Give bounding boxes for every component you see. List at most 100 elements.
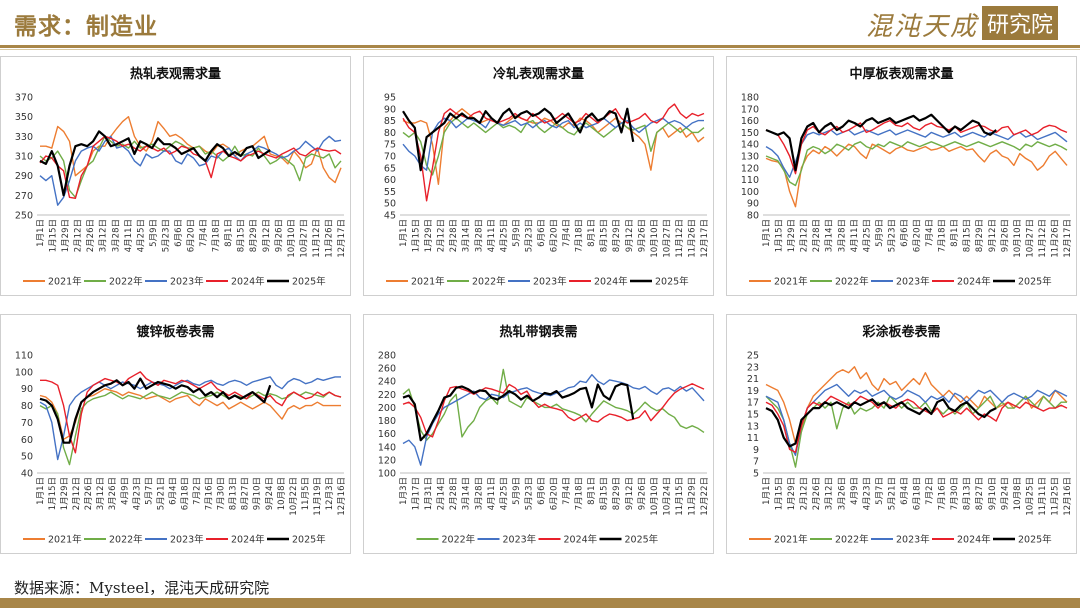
x-tick-label: 2月14日 (437, 477, 447, 510)
x-tick-label: 8月13日 (229, 477, 239, 510)
brand-suffix: 研究院 (981, 6, 1058, 40)
x-tick-label: 5月9日 (512, 219, 522, 247)
x-tick-label: 7月16日 (938, 477, 948, 510)
x-tick-label: 1月17日 (412, 477, 422, 510)
x-tick-label: 11月26日 (687, 219, 697, 258)
y-tick-label: 55 (384, 187, 396, 198)
x-tick-label: 11月26日 (324, 219, 334, 258)
y-tick-label: 7 (753, 457, 759, 468)
y-tick-label: 9 (753, 445, 759, 456)
series-line-2025年 (402, 382, 635, 442)
y-tick-label: 90 (21, 384, 33, 395)
x-tick-label: 1月1日 (36, 477, 46, 505)
series-line-2022年 (39, 135, 342, 199)
x-tick-label: 9月10日 (988, 477, 998, 510)
legend-label: 2023年 (533, 276, 567, 288)
y-tick-label: 140 (378, 442, 396, 453)
y-tick-label: 280 (378, 351, 396, 362)
x-tick-label: 3月14日 (825, 219, 835, 252)
y-tick-label: 120 (378, 455, 396, 466)
x-tick-label: 1月15日 (775, 219, 785, 252)
y-tick-label: 100 (741, 187, 759, 198)
y-tick-label: 310 (15, 152, 33, 163)
x-tick-label: 12月16日 (1063, 477, 1073, 516)
x-tick-label: 10月10日 (1013, 219, 1023, 258)
x-tick-label: 11月25日 (1050, 477, 1060, 516)
x-tick-label: 6月4日 (900, 477, 910, 505)
x-tick-label: 1月1日 (36, 219, 46, 247)
x-tick-label: 9月26日 (274, 219, 284, 252)
series-line-2023年 (39, 376, 341, 461)
x-tick-label: 7月4日 (199, 219, 209, 247)
series-line-2025年 (402, 107, 635, 172)
x-tick-label: 6月6日 (537, 219, 547, 247)
x-tick-label: 3月14日 (462, 219, 472, 252)
y-tick-label: 80 (747, 211, 759, 222)
series-line-2025年 (765, 398, 997, 448)
header-divider-thin (0, 49, 1080, 50)
y-tick-label: 50 (384, 199, 396, 210)
y-tick-label: 110 (741, 175, 759, 186)
y-tick-label: 220 (378, 390, 396, 401)
x-tick-label: 3月12日 (96, 477, 106, 510)
x-tick-label: 7月2日 (193, 477, 203, 505)
x-tick-label: 4月25日 (499, 477, 509, 510)
chart-title: 冷轧表观需求量 (493, 66, 584, 82)
x-tick-label: 8月1日 (224, 219, 234, 247)
x-tick-label: 11月12日 (1038, 219, 1048, 258)
x-tick-label: 9月26日 (637, 477, 647, 510)
x-tick-label: 4月11日 (487, 477, 497, 510)
x-tick-label: 4月23日 (862, 477, 872, 510)
x-tick-label: 8月13日 (963, 477, 973, 510)
x-tick-label: 3月28日 (837, 219, 847, 252)
chart-panel-hot-strip: 热轧带钢表需 100 120 140 160 180 200 220 240 260 280 1月3日… (363, 314, 714, 554)
y-tick-label: 150 (741, 128, 759, 139)
y-tick-label: 100 (15, 367, 33, 378)
x-tick-label: 1月1日 (399, 219, 409, 247)
chart-title: 中厚板表观需求量 (849, 66, 953, 82)
x-tick-label: 9月10日 (253, 477, 263, 510)
x-tick-label: 11月26日 (1050, 219, 1060, 258)
x-tick-label: 12月3日 (325, 477, 335, 510)
y-tick-label: 65 (384, 163, 396, 174)
legend-label: 2024年 (231, 276, 265, 288)
legend-label: 2025年 (1018, 276, 1052, 288)
x-tick-label: 4月25日 (499, 219, 509, 252)
legend-label: 2022年 (472, 276, 506, 288)
x-tick-label: 1月15日 (48, 477, 58, 510)
y-tick-label: 240 (378, 377, 396, 388)
x-tick-label: 11月11日 (1038, 477, 1048, 516)
chart-title: 镀锌板卷表需 (136, 324, 214, 340)
legend-label: 2023年 (896, 534, 930, 546)
series-line-2025年 (39, 377, 272, 444)
series-line-2025年 (765, 113, 997, 172)
x-tick-label: 4月25日 (136, 219, 146, 252)
brand-logo: 混沌天成 研究院 (866, 6, 1058, 43)
x-tick-label: 7月30日 (217, 477, 227, 510)
x-tick-label: 1月3日 (399, 477, 409, 505)
x-tick-label: 11月15日 (675, 477, 685, 516)
x-tick-label: 9月12日 (988, 219, 998, 252)
x-tick-label: 12月17日 (337, 219, 347, 258)
legend-label: 2023年 (170, 276, 204, 288)
x-tick-label: 4月11日 (850, 219, 860, 252)
y-tick-label: 19 (747, 386, 759, 397)
x-tick-label: 7月18日 (212, 219, 222, 252)
series-line-2022年 (39, 391, 342, 466)
series-line-2021年 (39, 387, 341, 441)
y-tick-label: 15 (747, 410, 759, 421)
y-tick-label: 270 (15, 191, 33, 202)
x-tick-label: 4月9日 (850, 477, 860, 505)
x-tick-label: 4月11日 (124, 219, 134, 252)
x-tick-label: 6月20日 (550, 477, 560, 510)
x-tick-label: 9月12日 (625, 219, 635, 252)
y-tick-label: 60 (384, 175, 396, 186)
x-tick-label: 3月26日 (837, 477, 847, 510)
x-tick-label: 6月6日 (900, 219, 910, 247)
x-tick-label: 1月1日 (762, 477, 772, 505)
legend-label: 2025年 (1018, 534, 1052, 546)
x-tick-label: 10月22日 (289, 477, 299, 516)
y-tick-label: 90 (747, 199, 759, 210)
x-tick-label: 2月28日 (812, 219, 822, 252)
